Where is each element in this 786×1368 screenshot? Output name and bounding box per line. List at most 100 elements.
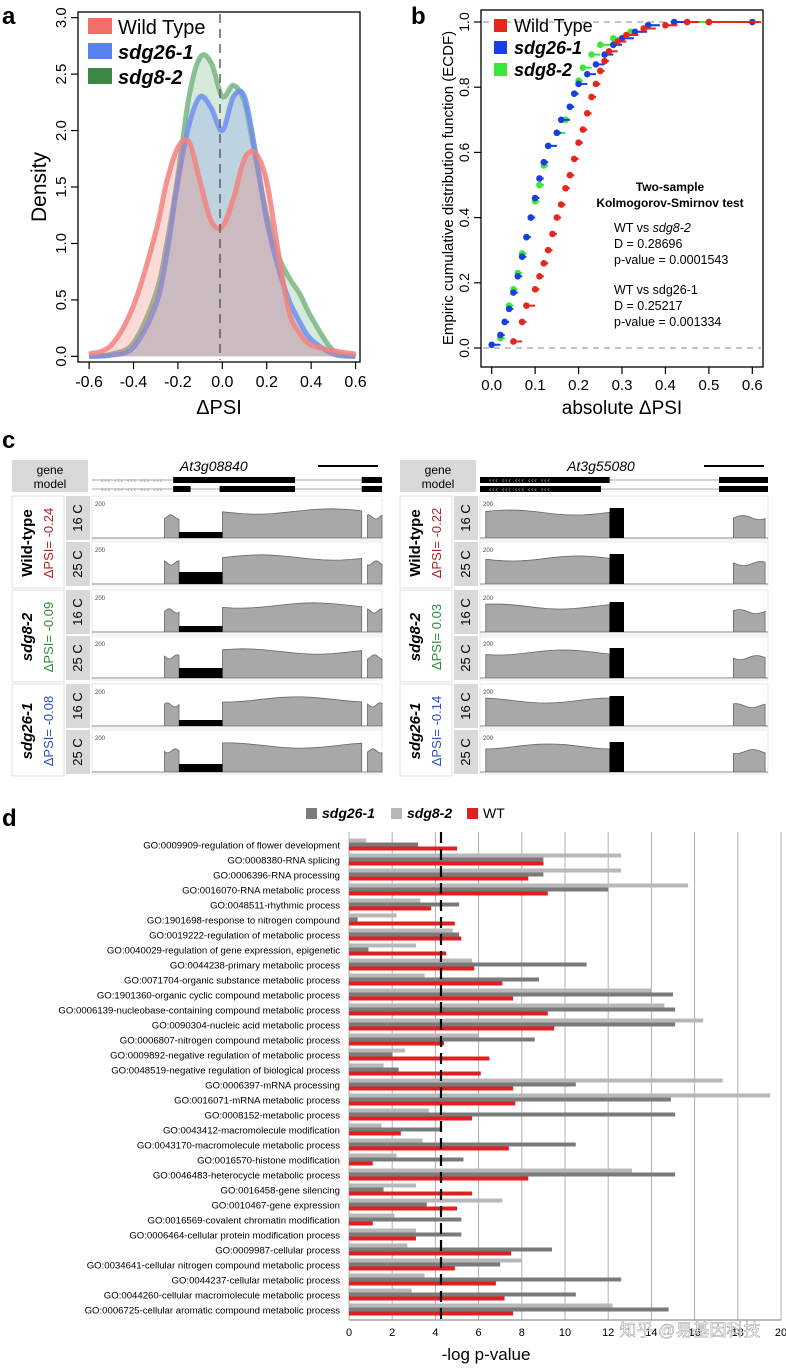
genotype-label-box	[11, 589, 65, 683]
bar-sdg8-2	[349, 1228, 416, 1233]
go-term-label: GO:0019222-regulation of metabolic proce…	[149, 931, 340, 942]
go-term-label: GO:1901698-response to nitrogen compound	[147, 916, 340, 927]
bar-wt	[349, 1281, 496, 1286]
panel-d-bars	[349, 838, 771, 1316]
bar-wt	[349, 1236, 416, 1241]
bar-sdg26-1	[349, 947, 369, 952]
genotype-label: sdg26-1	[19, 703, 36, 760]
strand-arrow: ‹‹‹	[489, 485, 499, 494]
bar-sdg26-1	[349, 1232, 462, 1237]
exon-block	[719, 486, 768, 492]
bar-sdg8-2	[349, 883, 689, 888]
go-term-label: GO:0006397-mRNA processing	[205, 1081, 340, 1092]
strand-arrow: ‹‹‹	[114, 485, 124, 494]
ecdf-point-sdg26-1	[553, 129, 561, 137]
bar-wt	[349, 1011, 548, 1016]
coverage-profile	[92, 648, 383, 679]
ecdf-point-wild-type	[562, 184, 569, 192]
alt-splice-region	[609, 508, 624, 538]
bar-sdg26-1	[349, 1262, 501, 1267]
exon-block	[719, 477, 768, 483]
temp-label-box	[454, 542, 478, 586]
strand-arrow: ‹‹‹	[101, 485, 111, 494]
bar-wt	[349, 936, 462, 941]
ecdf-point-wild-type	[557, 201, 565, 208]
temperature-label: 25 C	[458, 550, 473, 577]
ks-title-line1: Two-sample	[636, 180, 705, 194]
bar-wt	[349, 951, 447, 956]
bar-wt	[349, 921, 455, 926]
go-term-label: GO:0046483-heterocycle metabolic process	[153, 1171, 340, 1182]
gene-name: At3g08840	[179, 458, 248, 474]
bar-sdg8-2	[349, 1093, 771, 1098]
ecdf-point-wild-type	[549, 230, 556, 238]
ecdf-point-sdg26-1	[497, 331, 504, 339]
go-term-label: GO:0016570-histone modification	[197, 1156, 340, 1167]
bar-sdg8-2	[349, 1003, 665, 1008]
strand-arrow: ‹‹‹	[515, 476, 525, 485]
genotype-label: sdg26-1	[407, 703, 424, 760]
xtick-label: 8	[519, 1327, 525, 1339]
track-scale-label: 200	[95, 642, 106, 648]
bar-wt	[349, 1296, 505, 1301]
track-scale-label: 200	[483, 736, 494, 742]
panel-d-legend: sdg26-1 sdg8-2 WT	[306, 805, 505, 821]
bar-wt	[349, 861, 544, 866]
track-scale-label: 200	[483, 548, 494, 554]
exon-block	[219, 486, 295, 492]
bar-wt	[349, 1086, 514, 1091]
xtick-label: 10	[559, 1327, 571, 1339]
go-term-label: GO:0009892-negative regulation of metabo…	[110, 1051, 340, 1062]
ecdf-point-sdg26-1	[566, 103, 574, 111]
temp-label-box	[454, 730, 478, 774]
bar-sdg8-2	[349, 943, 416, 948]
delta-psi-label: ΔPSI= -0.22	[429, 508, 444, 578]
ecdf-point-wild-type	[575, 139, 582, 146]
legend-swatch-wildtype-b	[494, 19, 507, 32]
panel-a-density-areas	[88, 52, 357, 359]
delta-psi-label: ΔPSI= 0.03	[429, 604, 444, 670]
temp-label-box	[454, 636, 478, 680]
go-term-label: GO:0044237-cellular metabolic process	[171, 1276, 340, 1287]
bar-wt	[349, 1101, 516, 1106]
legend-label-sdg8-b: sdg8-2	[514, 60, 572, 80]
bar-wt	[349, 1071, 481, 1076]
go-term-label: GO:0006396-RNA processing	[213, 871, 340, 882]
go-term-label: GO:0016569-covalent chromatin modificati…	[147, 1216, 340, 1227]
bar-sdg8-2	[349, 838, 367, 843]
bar-sdg8-2	[349, 1078, 723, 1083]
bar-sdg26-1	[349, 1187, 384, 1192]
temperature-label: 25 C	[458, 644, 473, 671]
alt-splice-region	[179, 532, 223, 538]
bar-sdg8-2	[349, 988, 652, 993]
bar-sdg26-1	[349, 1202, 427, 1207]
legend-swatch-wildtype	[88, 18, 112, 34]
panel-c-letter: c	[2, 427, 15, 454]
strand-arrow: ‹‹‹	[140, 485, 150, 494]
strand-arrow: ‹‹‹	[528, 476, 538, 485]
temperature-label: 25 C	[458, 738, 473, 765]
panel-b-ecdf-points	[488, 18, 761, 349]
xtick-label: 0.6	[344, 374, 366, 391]
genotype-label-box	[11, 683, 65, 777]
bar-sdg26-1	[349, 1247, 553, 1252]
exon-block	[173, 486, 191, 492]
xtick-label: 4	[432, 1327, 438, 1339]
xtick-label: -0.4	[120, 374, 148, 391]
go-term-label: GO:0009987-cellular process	[215, 1246, 340, 1257]
xtick-label: 0.2	[568, 377, 589, 394]
alt-splice-region	[179, 626, 223, 632]
track-scale-label: 200	[95, 596, 106, 602]
strand-arrow: ‹‹‹	[540, 485, 550, 494]
strand-arrow: ‹‹‹	[127, 476, 137, 485]
genotype-label: sdg8-2	[19, 612, 36, 661]
ecdf-point-wild-type	[662, 21, 669, 29]
ecdf-point-wild-type	[570, 155, 578, 163]
temperature-label: 16 C	[458, 692, 473, 719]
legend-swatch-sdg8-b	[494, 63, 507, 76]
bar-wt	[349, 1206, 457, 1211]
ecdf-point-sdg26-1	[557, 116, 565, 124]
coverage-profile	[92, 554, 383, 585]
exon-block	[173, 477, 295, 483]
legend-label-wt-d: WT	[483, 805, 505, 821]
